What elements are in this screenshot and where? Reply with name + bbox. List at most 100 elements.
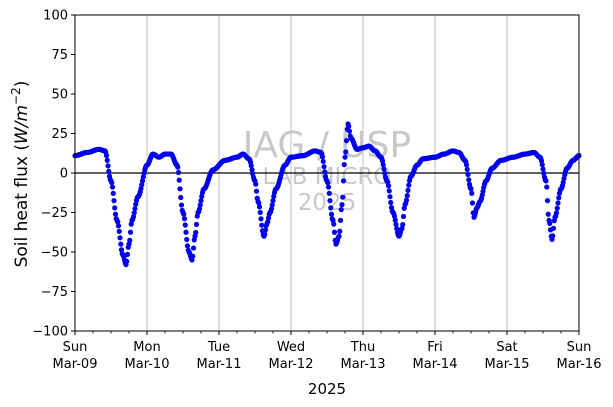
data-point xyxy=(346,123,352,129)
data-point xyxy=(343,149,349,155)
x-tick-date: Mar-11 xyxy=(197,357,242,372)
y-axis-label-unit: W/m xyxy=(12,105,32,144)
data-point xyxy=(184,236,190,243)
data-point xyxy=(554,205,560,211)
data-point xyxy=(116,228,122,234)
data-point xyxy=(403,197,410,203)
data-point xyxy=(103,152,110,159)
data-point xyxy=(176,177,182,183)
x-axis-ticks: Sun Mar-09 Mon Mar-10 Tue Mar-11 Wed Mar-12 Thu M… xyxy=(53,331,601,372)
data-point xyxy=(253,188,260,194)
data-point xyxy=(556,195,562,201)
data-point xyxy=(139,178,146,184)
data-point xyxy=(118,247,125,253)
x-tick-day: Wed xyxy=(277,340,305,355)
data-point xyxy=(259,222,265,228)
data-point xyxy=(106,168,112,174)
data-point xyxy=(109,180,115,186)
y-tick-label: 50 xyxy=(51,88,68,103)
data-point xyxy=(115,219,121,225)
data-point xyxy=(127,237,133,243)
y-axis-label-suffix: ) xyxy=(12,81,32,88)
data-point xyxy=(400,222,406,228)
data-point xyxy=(404,193,410,199)
data-point xyxy=(262,231,268,237)
data-point xyxy=(184,243,191,249)
data-point xyxy=(331,229,338,235)
watermark-line-1: IAG / USP xyxy=(243,125,411,166)
data-point xyxy=(540,166,546,172)
y-tick-label: 100 xyxy=(43,9,68,24)
data-point xyxy=(258,216,264,222)
data-point xyxy=(465,171,471,178)
data-point xyxy=(544,184,550,190)
data-point xyxy=(132,205,138,212)
data-point xyxy=(327,198,333,204)
data-point xyxy=(193,221,200,227)
data-point xyxy=(325,184,332,190)
data-point xyxy=(253,181,259,187)
data-point xyxy=(337,217,344,223)
data-point xyxy=(117,235,123,241)
data-point xyxy=(105,163,111,169)
data-point xyxy=(469,190,475,196)
data-point xyxy=(181,216,188,222)
data-point xyxy=(392,217,398,223)
data-point xyxy=(393,221,399,227)
data-point xyxy=(386,188,392,194)
y-tick-label: 25 xyxy=(51,127,68,142)
data-point xyxy=(553,210,560,216)
data-point xyxy=(177,186,183,192)
data-point xyxy=(340,178,347,184)
data-point xyxy=(118,241,124,247)
data-point xyxy=(182,222,188,228)
y-axis-label-prefix: Soil heat flux ( xyxy=(12,144,32,267)
data-point xyxy=(380,162,386,168)
data-point xyxy=(325,180,331,186)
data-point xyxy=(110,190,116,196)
data-point xyxy=(124,251,131,257)
data-point xyxy=(555,200,561,206)
y-tick-label: −25 xyxy=(41,206,68,221)
data-point xyxy=(190,245,197,251)
y-tick-label: −50 xyxy=(41,246,68,261)
data-point xyxy=(269,202,275,208)
x-tick-date: Mar-14 xyxy=(413,357,458,372)
x-axis-label: 2025 xyxy=(308,380,346,398)
x-tick-day: Sun xyxy=(567,340,592,355)
x-tick-day: Sun xyxy=(63,340,88,355)
data-point xyxy=(198,198,204,204)
y-tick-label: 75 xyxy=(51,48,68,63)
x-tick-day: Fri xyxy=(427,340,443,355)
x-tick-date: Mar-12 xyxy=(269,357,314,372)
data-point xyxy=(343,138,350,144)
data-point xyxy=(400,213,407,220)
y-axis-label-exponent: −2 xyxy=(9,87,23,105)
x-tick-date: Mar-15 xyxy=(485,357,530,372)
data-point xyxy=(326,190,332,196)
data-point xyxy=(183,229,189,235)
data-point xyxy=(328,205,334,211)
data-point xyxy=(547,220,553,226)
y-tick-label: −75 xyxy=(41,285,68,300)
data-point xyxy=(545,211,551,217)
data-point xyxy=(336,233,342,239)
data-point xyxy=(405,187,411,193)
x-tick-day: Tue xyxy=(207,340,230,355)
data-point xyxy=(175,164,181,170)
data-point xyxy=(321,164,327,170)
data-point xyxy=(127,229,134,235)
data-point xyxy=(181,211,187,217)
data-point xyxy=(338,206,344,213)
x-tick-date: Mar-09 xyxy=(53,357,98,372)
data-point xyxy=(337,228,343,234)
data-points xyxy=(72,121,582,268)
data-point xyxy=(178,194,184,201)
data-point xyxy=(322,169,328,175)
data-point xyxy=(544,198,551,204)
data-point xyxy=(257,209,263,216)
data-point xyxy=(104,157,110,163)
x-tick-date: Mar-13 xyxy=(341,357,386,372)
data-point xyxy=(190,253,196,259)
